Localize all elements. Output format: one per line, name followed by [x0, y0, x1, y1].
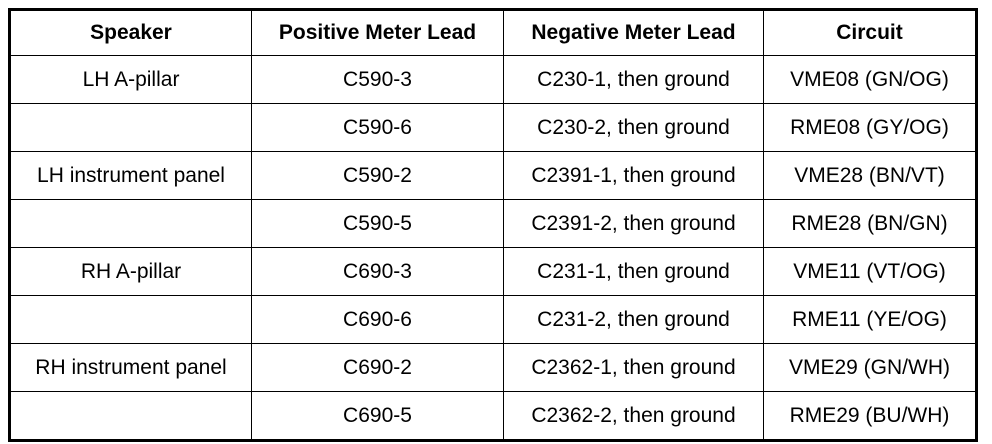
table-cell: C2391-1, then ground — [503, 151, 764, 200]
table-cell — [9, 103, 252, 152]
table-cell: C2391-2, then ground — [503, 199, 764, 248]
table-cell: C231-1, then ground — [503, 247, 764, 296]
table-cell: C230-1, then ground — [503, 55, 764, 104]
table-cell — [9, 391, 252, 441]
table-cell: C690-2 — [251, 343, 504, 392]
table-cell: RME08 (GY/OG) — [763, 103, 977, 152]
table-cell: C690-5 — [251, 391, 504, 441]
table-cell: VME28 (BN/VT) — [763, 151, 977, 200]
table-row: C590-6 C230-2, then ground RME08 (GY/OG) — [9, 103, 977, 152]
table-cell: C690-6 — [251, 295, 504, 344]
header-cell: Positive Meter Lead — [251, 9, 504, 56]
table-cell: C2362-1, then ground — [503, 343, 764, 392]
table-cell: C590-6 — [251, 103, 504, 152]
speaker-table: Speaker Positive Meter Lead Negative Meter… — [8, 8, 978, 442]
table-row: LH instrument panel C590-2 C2391-1, then g… — [9, 151, 977, 200]
table-cell: C230-2, then ground — [503, 103, 764, 152]
table-cell: RH instrument panel — [9, 343, 252, 392]
header-row: Speaker Positive Meter Lead Negative Meter… — [9, 9, 977, 56]
table-cell: RME11 (YE/OG) — [763, 295, 977, 344]
table-cell — [9, 199, 252, 248]
table-cell: VME29 (GN/WH) — [763, 343, 977, 392]
header-cell: Circuit — [763, 9, 977, 56]
table-cell: RME28 (BN/GN) — [763, 199, 977, 248]
header-cell: Speaker — [9, 9, 252, 56]
table-cell: C590-3 — [251, 55, 504, 104]
table-row: C590-5 C2391-2, then ground RME28 (BN/GN) — [9, 199, 977, 248]
table-cell: C231-2, then ground — [503, 295, 764, 344]
table-cell: RME29 (BU/WH) — [763, 391, 977, 441]
table-row: C690-5 C2362-2, then ground RME29 (BU/WH) — [9, 391, 977, 441]
table-cell: C690-3 — [251, 247, 504, 296]
table-cell: LH instrument panel — [9, 151, 252, 200]
table-cell: RH A-pillar — [9, 247, 252, 296]
header-cell: Negative Meter Lead — [503, 9, 764, 56]
table-row: RH A-pillar C690-3 C231-1, then ground VME1… — [9, 247, 977, 296]
table-row: RH instrument panel C690-2 C2362-1, then g… — [9, 343, 977, 392]
table-cell: C2362-2, then ground — [503, 391, 764, 441]
table-row: LH A-pillar C590-3 C230-1, then ground VME0… — [9, 55, 977, 104]
table-cell: C590-5 — [251, 199, 504, 248]
table-cell: C590-2 — [251, 151, 504, 200]
table-cell — [9, 295, 252, 344]
table-row: C690-6 C231-2, then ground RME11 (YE/OG) — [9, 295, 977, 344]
table-cell: VME11 (VT/OG) — [763, 247, 977, 296]
table-cell: LH A-pillar — [9, 55, 252, 104]
table-cell: VME08 (GN/OG) — [763, 55, 977, 104]
